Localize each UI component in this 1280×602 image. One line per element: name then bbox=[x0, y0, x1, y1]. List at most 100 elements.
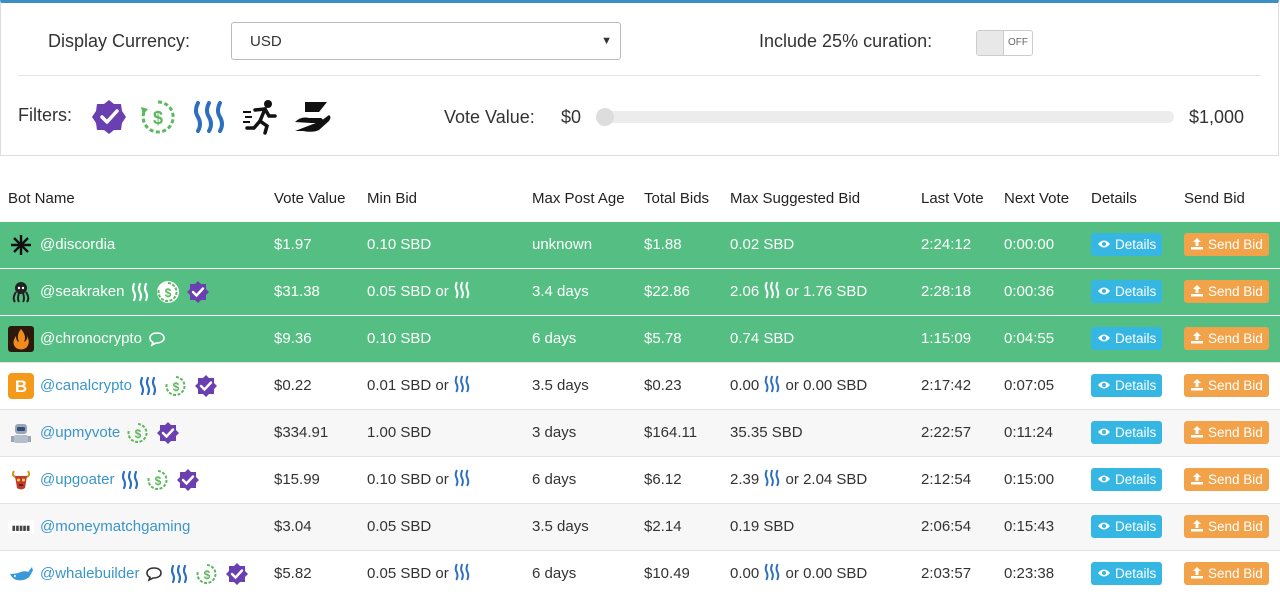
send-bid-button[interactable]: Send Bid bbox=[1184, 515, 1269, 538]
or-text: or bbox=[785, 470, 799, 488]
bot-name-link[interactable]: @discordia bbox=[40, 236, 116, 253]
min-bid-value: 0.10 SBD bbox=[367, 470, 432, 488]
bot-name-link[interactable]: @upmyvote bbox=[40, 424, 121, 441]
send-bid-button[interactable]: Send Bid bbox=[1184, 562, 1269, 586]
send-bid-cell: Send Bid bbox=[1176, 314, 1280, 362]
currency-select[interactable]: USD ▼ bbox=[231, 22, 621, 60]
vote-value-slider[interactable] bbox=[596, 108, 1174, 126]
total-bids-cell: $22.86 bbox=[636, 267, 722, 315]
verified-filter-icon[interactable] bbox=[90, 98, 128, 136]
bot-name-link[interactable]: @upgoater bbox=[40, 471, 115, 488]
steem-filter-icon[interactable] bbox=[190, 98, 228, 136]
eye-icon bbox=[1097, 472, 1111, 487]
details-cell: Details bbox=[1083, 220, 1176, 268]
vote-value-cell: $5.82 bbox=[266, 549, 359, 597]
details-button[interactable]: Details bbox=[1091, 515, 1163, 538]
last-vote-cell: 1:15:09 bbox=[913, 314, 996, 362]
min-bid-cell: 0.10 SBD bbox=[359, 314, 524, 362]
vote-value-cell: $334.91 bbox=[266, 408, 359, 456]
send-bid-button[interactable]: Send Bid bbox=[1184, 233, 1269, 256]
kraken-avatar-icon bbox=[8, 279, 34, 305]
th-min-bid[interactable]: Min Bid bbox=[367, 189, 418, 207]
th-send-bid: Send Bid bbox=[1184, 189, 1245, 207]
slider-handle[interactable] bbox=[596, 108, 614, 126]
details-button[interactable]: Details bbox=[1091, 233, 1163, 256]
send-bid-button-label: Send Bid bbox=[1208, 425, 1263, 440]
send-bid-cell: Send Bid bbox=[1176, 502, 1280, 550]
bot-cell: @upmyvote $ bbox=[0, 408, 266, 456]
vote-max-label: $1,000 bbox=[1189, 107, 1245, 127]
hand-giving-filter-icon[interactable] bbox=[293, 98, 331, 136]
or-text: or bbox=[435, 470, 449, 488]
bot-name-link[interactable]: @moneymatchgaming bbox=[40, 518, 191, 535]
th-next-vote[interactable]: Next Vote bbox=[1004, 189, 1070, 207]
send-bid-cell: Send Bid bbox=[1176, 220, 1280, 268]
svg-text:▮▮▮▮▮: ▮▮▮▮▮ bbox=[12, 524, 30, 531]
max-post-age-cell: 6 days bbox=[524, 549, 636, 597]
upload-icon bbox=[1190, 425, 1204, 441]
th-bot-name[interactable]: Bot Name bbox=[8, 189, 75, 207]
details-button[interactable]: Details bbox=[1091, 468, 1163, 491]
details-button[interactable]: Details bbox=[1091, 421, 1163, 444]
toggle-state: OFF bbox=[1008, 37, 1028, 48]
send-bid-button-label: Send Bid bbox=[1208, 519, 1263, 534]
send-bid-button[interactable]: Send Bid bbox=[1184, 468, 1269, 491]
runner-filter-icon[interactable] bbox=[241, 98, 279, 136]
upload-icon bbox=[1190, 472, 1204, 488]
or-text: or bbox=[785, 564, 799, 582]
next-vote-cell: 0:23:38 bbox=[996, 549, 1083, 597]
th-last-vote[interactable]: Last Vote bbox=[921, 189, 984, 207]
send-bid-button[interactable]: Send Bid bbox=[1184, 421, 1269, 444]
table-row: @upmyvote $ $334.91 1.00 SBD 3 days $164… bbox=[0, 408, 1280, 456]
th-vote-value[interactable]: Vote Value bbox=[274, 189, 346, 207]
eye-icon bbox=[1097, 284, 1111, 299]
svg-text:$: $ bbox=[173, 380, 180, 394]
details-cell: Details bbox=[1083, 502, 1176, 550]
send-bid-button-label: Send Bid bbox=[1208, 331, 1263, 346]
vote-value-cell: $3.04 bbox=[266, 502, 359, 550]
max-suggested-value: 0.02 SBD bbox=[730, 236, 795, 253]
bot-name-link[interactable]: @seakraken bbox=[40, 283, 125, 300]
details-button[interactable]: Details bbox=[1091, 562, 1163, 586]
bot-cell: @chronocrypto bbox=[0, 314, 266, 362]
table-row: @whalebuilder $ $5.82 0.05 SBD or 6 days… bbox=[0, 549, 1280, 597]
max-suggested-cell: 35.35 SBD bbox=[722, 408, 913, 456]
th-max-suggested-bid[interactable]: Max Suggested Bid bbox=[730, 189, 861, 207]
curation-toggle[interactable]: OFF bbox=[976, 30, 1033, 56]
th-total-bids[interactable]: Total Bids bbox=[644, 189, 710, 207]
max-suggested-sbd: 1.76 SBD bbox=[803, 282, 868, 300]
last-vote-cell: 2:24:12 bbox=[913, 220, 996, 268]
bot-name-link[interactable]: @chronocrypto bbox=[40, 330, 142, 347]
send-bid-cell: Send Bid bbox=[1176, 361, 1280, 409]
min-bid-value: 0.05 SBD bbox=[367, 282, 432, 300]
bot-name-link[interactable]: @whalebuilder bbox=[40, 565, 140, 583]
last-vote-cell: 2:03:57 bbox=[913, 549, 996, 597]
refund-icon: $ bbox=[126, 421, 150, 445]
bot-name-link[interactable]: @canalcrypto bbox=[40, 377, 132, 394]
max-post-age-cell: 6 days bbox=[524, 314, 636, 362]
total-bids-cell: $0.23 bbox=[636, 361, 722, 409]
send-bid-button[interactable]: Send Bid bbox=[1184, 374, 1269, 397]
max-suggested-cell: 0.00 or 0.00 SBD bbox=[722, 549, 913, 597]
bot-cell: ▮▮▮▮▮ @moneymatchgaming bbox=[0, 502, 266, 550]
next-vote-cell: 0:11:24 bbox=[996, 408, 1083, 456]
send-bid-button[interactable]: Send Bid bbox=[1184, 280, 1269, 303]
details-button[interactable]: Details bbox=[1091, 374, 1163, 397]
details-button[interactable]: Details bbox=[1091, 327, 1163, 350]
send-bid-button[interactable]: Send Bid bbox=[1184, 327, 1269, 350]
th-max-post-age[interactable]: Max Post Age bbox=[532, 189, 625, 207]
refund-filter-icon[interactable]: $ bbox=[139, 98, 177, 136]
comment-icon bbox=[145, 566, 163, 582]
steem-icon bbox=[453, 375, 471, 397]
total-bids-cell: $164.11 bbox=[636, 408, 722, 456]
bot-cell: @whalebuilder $ bbox=[0, 549, 266, 597]
flame-avatar-icon bbox=[8, 325, 34, 352]
send-bid-button-label: Send Bid bbox=[1208, 237, 1263, 252]
details-button[interactable]: Details bbox=[1091, 280, 1163, 303]
svg-text:$: $ bbox=[155, 474, 162, 488]
curation-label: Include 25% curation: bbox=[759, 31, 933, 51]
total-bids-cell: $2.14 bbox=[636, 502, 722, 550]
vote-value-cell: $31.38 bbox=[266, 267, 359, 315]
bot-cell: @discordia bbox=[0, 220, 266, 268]
currency-value: USD bbox=[250, 32, 282, 50]
